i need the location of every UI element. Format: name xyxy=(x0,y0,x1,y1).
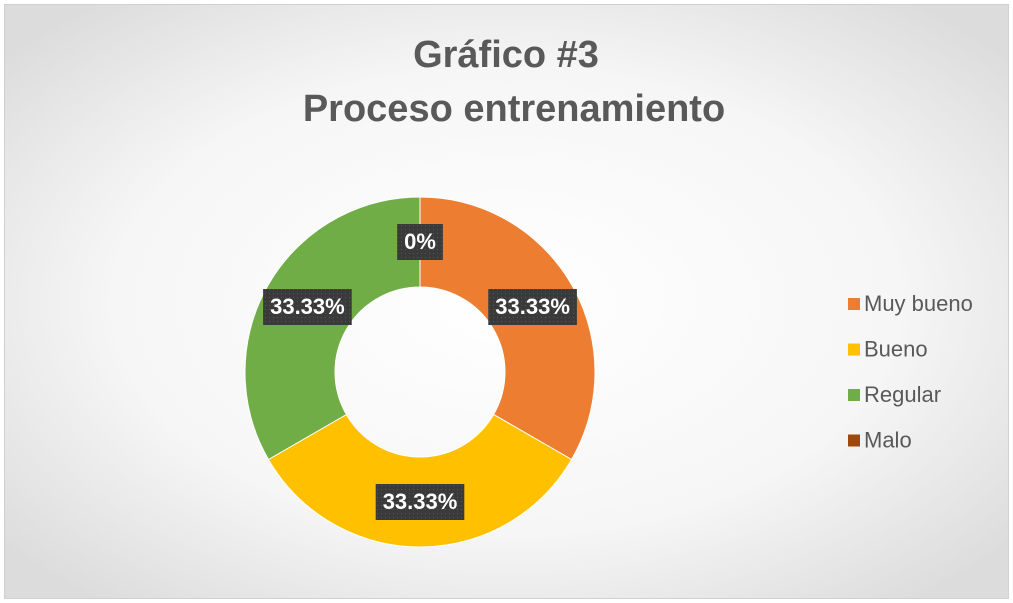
data-label-box xyxy=(397,224,443,260)
legend-label: Regular xyxy=(864,382,941,407)
legend-swatch xyxy=(848,434,860,447)
data-label-box xyxy=(263,289,352,325)
legend-label: Malo xyxy=(864,427,912,452)
chart-title: Gráfico #3 xyxy=(413,34,599,76)
legend-swatch xyxy=(848,389,860,401)
data-label: 33.33% xyxy=(495,294,570,319)
data-label-box xyxy=(375,484,465,520)
legend-label: Bueno xyxy=(864,336,928,361)
data-label: 0% xyxy=(404,229,436,254)
data-label: 33.33% xyxy=(383,489,458,514)
legend-swatch xyxy=(848,343,860,356)
donut-slice xyxy=(244,196,421,461)
legend-label: Muy bueno xyxy=(864,291,973,316)
chart-subtitle: Proceso entrenamiento xyxy=(303,88,725,130)
donut-slice xyxy=(267,413,573,548)
donut-slice xyxy=(419,196,596,461)
data-label-box xyxy=(488,289,577,325)
legend-swatch xyxy=(848,298,860,310)
data-label: 33.33% xyxy=(270,294,345,319)
